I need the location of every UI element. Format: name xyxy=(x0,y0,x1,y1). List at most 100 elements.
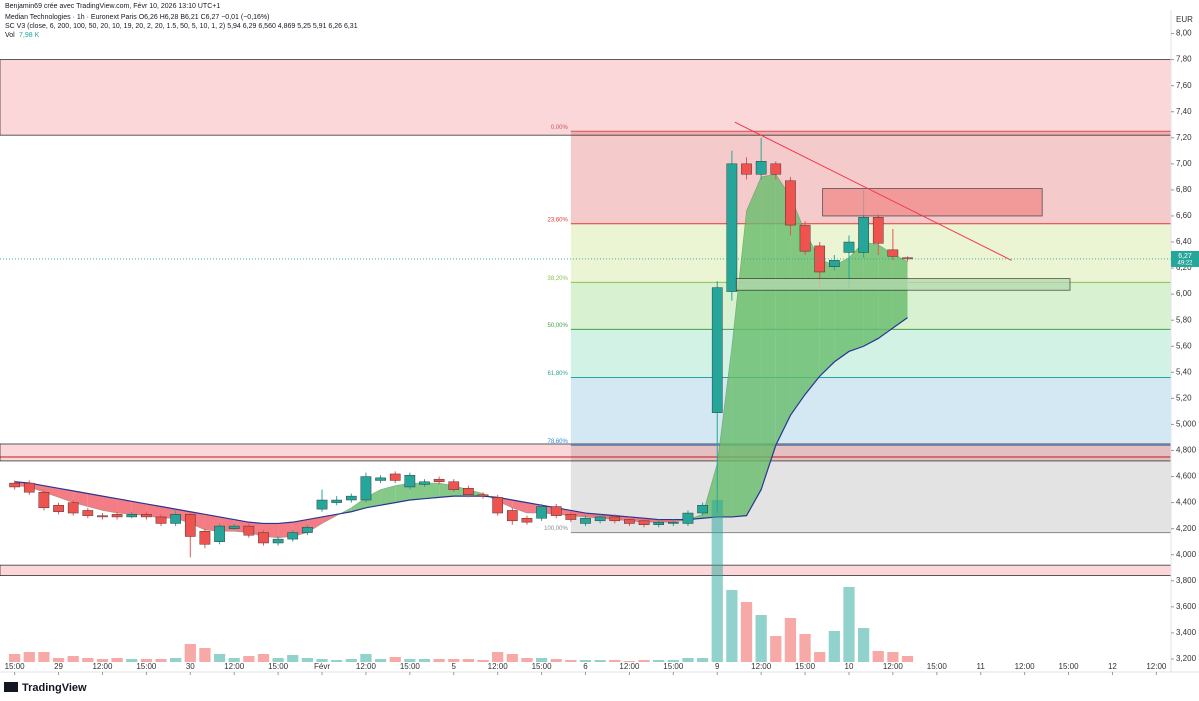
cloud-segment xyxy=(43,485,59,498)
currency: EUR xyxy=(1176,15,1193,24)
zone xyxy=(0,564,1172,576)
x-tick-label: 10 xyxy=(845,662,854,671)
fib-label: 78,60% xyxy=(548,439,569,445)
x-tick-label: 12:00 xyxy=(488,662,509,671)
candle-body xyxy=(770,163,782,175)
zone xyxy=(0,443,1172,462)
y-tick-label: 5,60 xyxy=(1176,341,1192,350)
y-tick-label: 4,400 xyxy=(1176,498,1197,507)
candle-body xyxy=(155,516,167,524)
candle-body xyxy=(682,512,694,524)
credit: Benjamin69 crée avec TradingView.com, Fé… xyxy=(5,3,220,10)
volume-bar xyxy=(521,658,533,662)
countdown: 49:22 xyxy=(1177,261,1193,267)
volume-bar xyxy=(799,634,811,662)
volume-bar xyxy=(711,500,723,662)
candle-body xyxy=(741,163,752,175)
y-tick-label: 7,40 xyxy=(1176,107,1192,116)
volume-name: Vol xyxy=(5,32,15,39)
y-tick-label: 7,80 xyxy=(1176,55,1192,64)
candle-body xyxy=(829,260,840,267)
cloud-segment xyxy=(351,497,366,512)
y-tick-label: 3,400 xyxy=(1176,628,1197,637)
y-tick-label: 5,80 xyxy=(1176,315,1192,324)
volume-bar xyxy=(243,656,255,662)
volume-bar xyxy=(594,660,606,662)
volume-bar xyxy=(814,652,826,662)
volume-bar xyxy=(843,587,855,662)
x-tick-label: 15:00 xyxy=(136,662,157,671)
y-tick-label: 3,600 xyxy=(1176,602,1197,611)
y-tick-label: 6,80 xyxy=(1176,185,1192,194)
y-tick-label: 7,20 xyxy=(1176,133,1192,142)
cloud-segment xyxy=(878,244,893,339)
candle-body xyxy=(843,241,855,253)
cloud-segment xyxy=(761,174,776,490)
volume-bar xyxy=(535,658,548,662)
fib-band xyxy=(570,377,1171,446)
volume-bar xyxy=(433,659,445,662)
candle-body xyxy=(360,476,372,501)
x-tick-label: 15:00 xyxy=(663,662,684,671)
y-tick-label: 4,000 xyxy=(1176,550,1197,559)
price-tag-label: 6,27 xyxy=(1178,253,1192,260)
candle-body xyxy=(331,499,342,503)
volume-bar xyxy=(272,658,284,662)
candle-body xyxy=(316,499,328,510)
fib-label: 23,60% xyxy=(548,217,569,223)
candle-body xyxy=(389,473,401,481)
volume-bar xyxy=(448,659,460,662)
price-tag xyxy=(1171,250,1199,267)
volume-bar xyxy=(477,660,489,662)
candle-body xyxy=(170,514,181,524)
candle-body xyxy=(653,521,665,525)
volume-bar xyxy=(316,659,328,662)
x-tick-label: 15:00 xyxy=(5,662,26,671)
y-tick-label: 7,00 xyxy=(1176,159,1192,168)
volume-bar xyxy=(653,660,665,662)
volume-bar xyxy=(82,658,94,662)
y-tick-label: 5,000 xyxy=(1176,420,1197,429)
y-tick-label: 3,800 xyxy=(1176,576,1197,585)
x-tick-label: 11 xyxy=(977,662,986,671)
fib-label: 61,80% xyxy=(548,371,569,377)
volume-bar xyxy=(199,648,211,662)
volume-bar xyxy=(331,660,343,662)
cloud-segment xyxy=(365,489,381,508)
volume-bar xyxy=(111,658,123,662)
y-tick-label: 7,60 xyxy=(1176,81,1192,90)
volume-bar xyxy=(213,654,226,662)
y-tick-label: 4,600 xyxy=(1176,472,1197,481)
candle-body xyxy=(594,516,606,522)
cloud-segment xyxy=(805,231,820,395)
volume-bar xyxy=(638,660,650,662)
candle-body xyxy=(345,495,357,501)
candle-body xyxy=(711,287,723,413)
volume-bar xyxy=(579,660,592,662)
candle-body xyxy=(214,525,225,542)
fib-label: 0,00% xyxy=(551,125,569,131)
x-tick-label: 15:00 xyxy=(268,662,289,671)
volume-bar xyxy=(170,658,182,662)
cloud-segment xyxy=(409,483,425,501)
x-tick-label: 12:00 xyxy=(751,662,772,671)
candle-body xyxy=(668,521,679,524)
volume-value: 7,98 K xyxy=(19,32,40,39)
fib-band xyxy=(570,445,1171,533)
candle-body xyxy=(536,506,547,519)
volume-bar xyxy=(360,654,372,662)
y-tick-label: 5,20 xyxy=(1176,393,1192,402)
volume-bar xyxy=(872,651,884,662)
cloud-segment xyxy=(717,346,732,517)
candle-body xyxy=(433,478,445,482)
volume-bar xyxy=(345,659,357,662)
volume-bar xyxy=(682,658,694,662)
logo-icon xyxy=(4,682,18,692)
volume-bar xyxy=(418,659,431,662)
volume-bar xyxy=(287,655,299,662)
volume-bar xyxy=(52,658,65,662)
volume-bar xyxy=(126,659,138,662)
candle-body xyxy=(243,525,255,536)
candle-body xyxy=(872,217,884,244)
cloud-segment xyxy=(658,519,674,523)
